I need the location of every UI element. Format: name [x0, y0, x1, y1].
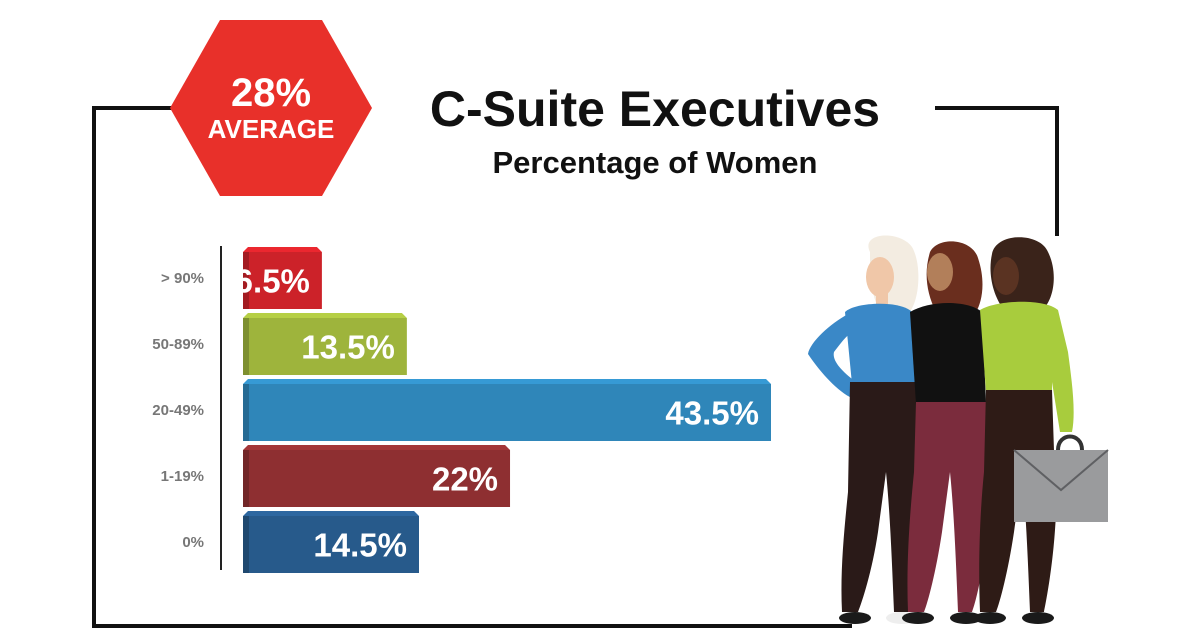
average-value: 28% [230, 71, 312, 115]
average-label: AVERAGE [207, 114, 335, 144]
woman-left-figure [808, 235, 922, 624]
frame-top-left-border [92, 106, 172, 110]
chart-title: C-Suite Executives [429, 81, 881, 137]
bar-value-label: 6.5% [235, 263, 310, 300]
bar-value-label: 13.5% [301, 329, 395, 366]
category-label: > 90% [161, 270, 204, 287]
bar [243, 450, 511, 507]
category-axis-line [220, 246, 222, 570]
bar-side-face [243, 516, 249, 573]
bar [243, 252, 322, 309]
bar [243, 384, 771, 441]
bar-value-label: 43.5% [665, 395, 759, 432]
three-women-illustration [808, 235, 1109, 624]
bar-side-face [243, 318, 249, 375]
woman-right-figure [974, 237, 1074, 624]
bar-value-label: 22% [432, 461, 498, 498]
average-hexagon-badge [170, 20, 372, 196]
bar-side-face [243, 450, 249, 507]
bar [243, 516, 419, 573]
frame-top-right-border [935, 106, 1059, 110]
frame-left-border [92, 106, 96, 626]
woman-middle-figure [902, 241, 988, 624]
bar-chart: > 90% 6.5% 50-89% 13.5% 20-49% 43.5% 1-19% 22% 0… [152, 247, 771, 573]
bar-side-face [243, 252, 249, 309]
bar-value-label: 14.5% [313, 527, 407, 564]
frame-bottom-border [92, 624, 852, 628]
category-label: 0% [182, 534, 204, 551]
briefcase [1013, 434, 1109, 522]
category-label: 50-89% [152, 336, 204, 353]
chart-subtitle: Percentage of Women [492, 145, 818, 180]
average-badge-text: 28% AVERAGE [168, 18, 374, 198]
bar-top-face [243, 511, 419, 516]
bar [243, 318, 407, 375]
bar-top-face [243, 313, 407, 318]
category-label: 1-19% [161, 468, 204, 485]
frame-right-border [1055, 106, 1059, 236]
bar-top-face [243, 247, 322, 252]
bar-top-face [243, 445, 511, 450]
bar-top-face [243, 379, 771, 384]
category-label: 20-49% [152, 402, 204, 419]
bar-side-face [243, 384, 249, 441]
